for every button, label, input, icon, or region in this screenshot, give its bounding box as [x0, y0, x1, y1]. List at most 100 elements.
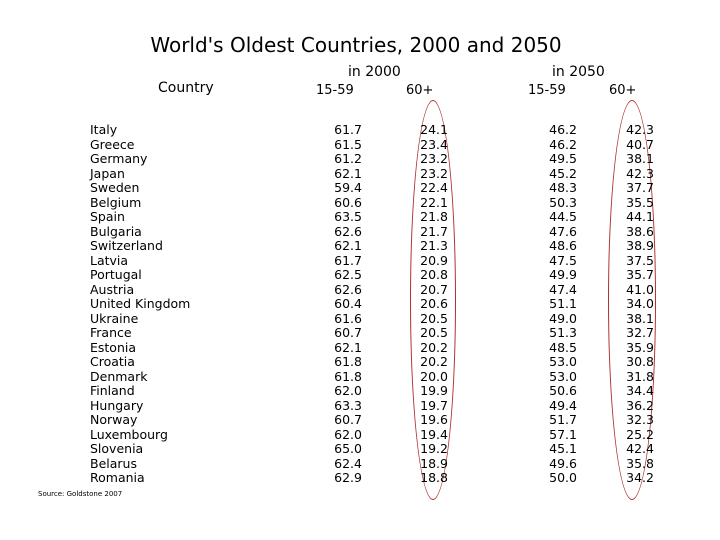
value-2000-60plus: 21.3 [420, 238, 448, 253]
country-cell: Denmark [90, 368, 148, 384]
value-2050-15-59: 49.6 [549, 455, 577, 471]
value-2000-60plus: 19.2 [420, 441, 448, 456]
source-note: Source: Goldstone 2007 [38, 490, 123, 498]
country-cell: Belarus [90, 455, 137, 471]
highlight-oval-2050-60plus [608, 100, 656, 500]
country-cell: Ukraine [90, 310, 139, 326]
value-2000-60plus: 20.2 [420, 354, 448, 369]
value-2000-60plus: 23.2 [420, 151, 448, 166]
country-cell: Bulgaria [90, 223, 142, 239]
header-year-2000: in 2000 [348, 64, 401, 80]
value-2000-15-59: 62.4 [334, 455, 362, 471]
value-2000-15-59: 60.7 [334, 325, 362, 340]
country-cell: Sweden [90, 180, 140, 195]
value-2000-15-59: 62.6 [334, 281, 362, 297]
value-2050-60plus: 34.0 [626, 296, 654, 311]
value-2000-15-59: 59.4 [334, 180, 362, 195]
country-cell: Germany [90, 151, 148, 166]
value-2050-60plus: 37.7 [626, 180, 654, 195]
value-2050-60plus: 40.7 [626, 136, 654, 152]
value-2000-15-59: 62.6 [334, 223, 362, 239]
value-2000-15-59: 62.5 [334, 267, 362, 282]
value-2050-60plus: 36.2 [626, 397, 654, 413]
value-2000-15-59: 62.1 [334, 238, 362, 253]
value-2000-15-59: 61.5 [334, 136, 362, 152]
value-2050-60plus: 44.1 [626, 209, 654, 224]
value-2050-60plus: 34.2 [626, 470, 654, 485]
value-2050-60plus: 38.6 [626, 223, 654, 239]
value-2050-15-59: 49.4 [549, 397, 577, 413]
value-2000-15-59: 62.1 [334, 339, 362, 355]
country-cell: Greece [90, 136, 135, 152]
value-2050-60plus: 41.0 [626, 281, 654, 297]
value-2050-15-59: 51.1 [549, 296, 577, 311]
value-2000-60plus: 20.7 [420, 281, 448, 297]
value-2050-15-59: 47.4 [549, 281, 577, 297]
value-2000-60plus: 20.0 [420, 368, 448, 384]
value-2050-60plus: 42.3 [626, 165, 654, 181]
value-2000-15-59: 61.8 [334, 368, 362, 384]
value-2050-15-59: 44.5 [549, 209, 577, 224]
value-2050-15-59: 46.2 [549, 136, 577, 152]
value-2050-60plus: 42.3 [626, 122, 654, 137]
value-2050-60plus: 30.8 [626, 354, 654, 369]
value-2000-15-59: 63.3 [334, 397, 362, 413]
value-2000-60plus: 20.6 [420, 296, 448, 311]
column-2050-60plus: 42.3 40.7 38.1 42.3 37.7 35.5 44.1 38.6 38.9 37.5… [614, 122, 654, 486]
value-2050-60plus: 32.7 [626, 325, 654, 340]
header-2000-15-59: 15-59 [316, 83, 354, 98]
country-cell: Hungary [90, 397, 144, 413]
value-2000-60plus: 20.8 [420, 267, 448, 282]
country-cell: Switzerland [90, 238, 163, 253]
value-2000-60plus: 19.4 [420, 426, 448, 442]
value-2050-15-59: 49.0 [549, 310, 577, 326]
value-2050-15-59: 50.0 [549, 470, 577, 485]
value-2050-60plus: 25.2 [626, 426, 654, 442]
value-2000-60plus: 23.2 [420, 165, 448, 181]
value-2050-15-59: 47.6 [549, 223, 577, 239]
value-2000-15-59: 60.7 [334, 412, 362, 427]
value-2000-60plus: 22.1 [420, 194, 448, 210]
value-2000-60plus: 22.4 [420, 180, 448, 195]
country-cell: Finland [90, 383, 135, 398]
header-2000-60plus: 60+ [406, 83, 434, 98]
value-2000-15-59: 61.7 [334, 122, 362, 137]
value-2000-15-59: 60.6 [334, 194, 362, 210]
value-2050-15-59: 48.6 [549, 238, 577, 253]
header-2050-15-59: 15-59 [528, 83, 566, 98]
column-2050-15-59: 46.2 46.2 49.5 45.2 48.3 50.3 44.5 47.6 48.6 47.5… [537, 122, 577, 486]
value-2000-15-59: 61.7 [334, 252, 362, 268]
value-2000-60plus: 19.9 [420, 383, 448, 398]
value-2050-15-59: 51.3 [549, 325, 577, 340]
page-title: World's Oldest Countries, 2000 and 2050 [150, 33, 562, 57]
value-2050-15-59: 53.0 [549, 368, 577, 384]
country-column: Italy Greece Germany Japan Sweden Belgium Spai… [90, 122, 191, 486]
value-2000-60plus: 18.8 [420, 470, 448, 485]
value-2000-15-59: 60.4 [334, 296, 362, 311]
country-cell: United Kingdom [90, 296, 191, 311]
value-2050-15-59: 53.0 [549, 354, 577, 369]
value-2000-15-59: 61.8 [334, 354, 362, 369]
highlight-oval-2000-60plus [410, 100, 456, 500]
column-2000-15-59: 61.7 61.5 61.2 62.1 59.4 60.6 63.5 62.6 62.1 61.7… [322, 122, 362, 486]
value-2000-15-59: 62.0 [334, 383, 362, 398]
country-cell: Austria [90, 281, 135, 297]
value-2000-15-59: 62.1 [334, 165, 362, 181]
value-2000-60plus: 20.5 [420, 310, 448, 326]
country-cell: Spain [90, 209, 125, 224]
value-2050-15-59: 50.3 [549, 194, 577, 210]
value-2000-60plus: 20.9 [420, 252, 448, 268]
value-2050-60plus: 35.7 [626, 267, 654, 282]
value-2050-60plus: 38.9 [626, 238, 654, 253]
value-2000-60plus: 21.7 [420, 223, 448, 239]
value-2050-15-59: 45.2 [549, 165, 577, 181]
value-2000-15-59: 65.0 [334, 441, 362, 456]
value-2050-15-59: 46.2 [549, 122, 577, 137]
value-2050-60plus: 35.9 [626, 339, 654, 355]
value-2000-15-59: 61.6 [334, 310, 362, 326]
header-year-2050: in 2050 [552, 64, 605, 80]
country-cell: Croatia [90, 354, 135, 369]
country-cell: France [90, 325, 132, 340]
value-2050-15-59: 51.7 [549, 412, 577, 427]
value-2000-60plus: 19.6 [420, 412, 448, 427]
